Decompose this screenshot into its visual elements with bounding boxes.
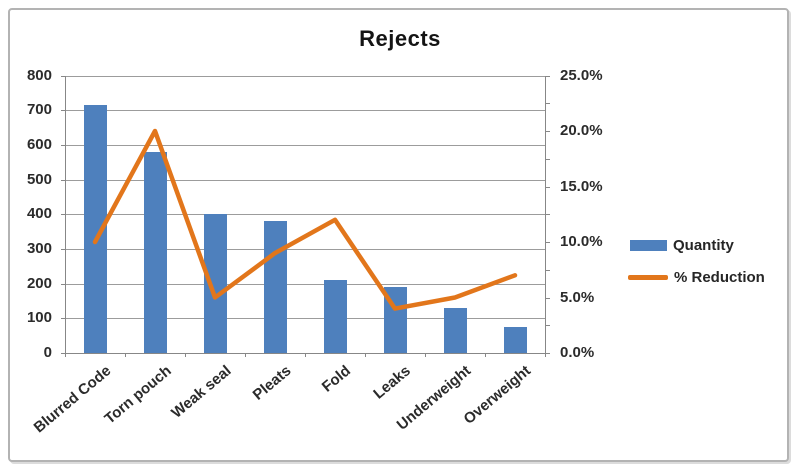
right-axis-tick [545, 131, 550, 132]
bar-leaks [383, 287, 407, 353]
left-axis-label: 400 [26, 205, 52, 223]
right-axis-label: 10.0% [560, 233, 603, 250]
gridline [65, 144, 545, 146]
gridline [65, 318, 545, 320]
left-axis-tick [61, 248, 65, 250]
gridline [65, 179, 545, 181]
right-axis-label: 15.0% [560, 177, 603, 195]
legend-item-reduction: % Reduction [628, 269, 765, 286]
right-axis-tick [545, 269, 550, 271]
right-axis-label: 5.0% [560, 288, 595, 306]
x-axis-tick [245, 353, 246, 357]
y-axis-left [65, 75, 66, 353]
left-axis-tick [61, 179, 65, 181]
right-axis-tick [545, 214, 550, 216]
left-axis-label: 200 [26, 274, 52, 292]
right-axis-tick [545, 297, 550, 299]
x-axis-tick [425, 353, 426, 357]
left-axis-label: 100 [26, 309, 52, 327]
right-axis-tick [545, 103, 550, 105]
right-axis-label: 25.0% [560, 66, 603, 84]
gridline [65, 248, 545, 250]
right-axis-tick [545, 186, 550, 188]
left-axis-tick [61, 318, 65, 320]
left-axis-tick [61, 353, 65, 354]
reduction-swatch-icon [628, 275, 668, 280]
bar-fold [323, 280, 347, 353]
left-axis-tick [61, 214, 65, 216]
right-axis-tick [545, 325, 550, 327]
chart-title: Rejects [359, 26, 441, 51]
legend-item-quantity: Quantity [630, 237, 734, 254]
x-axis-tick [545, 353, 546, 357]
left-axis-label: 800 [26, 66, 52, 84]
x-axis-tick [125, 353, 126, 357]
x-axis-tick [365, 353, 366, 357]
x-axis-tick [305, 353, 306, 357]
x-axis-tick [185, 353, 186, 357]
left-axis-label: 600 [26, 135, 52, 153]
gridline [65, 214, 545, 216]
left-axis-label: 300 [26, 239, 52, 257]
bar-torn-pouch [143, 151, 167, 353]
bar-pleats [263, 221, 287, 353]
left-axis-label: 700 [26, 101, 52, 119]
legend-label-quantity: Quantity [673, 237, 734, 254]
left-axis-tick [61, 144, 65, 146]
gridline [65, 283, 545, 285]
left-axis-tick [61, 75, 65, 77]
left-axis-label: 0 [43, 344, 52, 361]
right-axis-tick [545, 75, 550, 77]
x-axis-tick [485, 353, 486, 357]
bar-blurred-code [83, 104, 107, 353]
bar-weak-seal [203, 214, 227, 353]
right-axis-tick [545, 242, 550, 243]
x-axis-tick [65, 353, 66, 357]
left-axis-label: 500 [26, 170, 52, 188]
right-axis-label: 20.0% [560, 122, 603, 139]
bar-overweight [503, 326, 527, 353]
quantity-swatch-icon [630, 240, 667, 251]
right-axis-tick [545, 353, 550, 354]
left-axis-tick [61, 110, 65, 112]
legend-label-reduction: % Reduction [674, 269, 765, 286]
right-axis-tick [545, 158, 550, 160]
left-axis-tick [61, 283, 65, 285]
gridline [65, 110, 545, 112]
right-axis-label: 0.0% [560, 344, 595, 361]
bar-underweight [443, 307, 467, 353]
gridline [65, 75, 545, 77]
